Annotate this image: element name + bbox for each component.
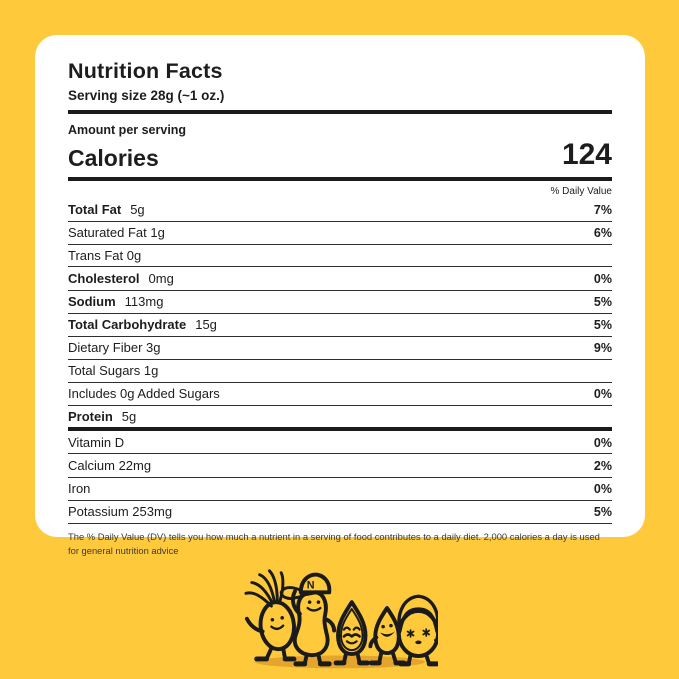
nutrient-row: Total Fat 5g 7% [68,199,612,222]
nutrition-label-card: Nutrition Facts Serving size 28g (~1 oz.… [35,35,645,556]
nutrient-dv: 5% [593,318,612,333]
mascots-illustration: N [244,569,438,669]
cap-letter: N [307,579,315,591]
nutrient-amount: 0mg [148,270,174,286]
nutrient-dv: 5% [593,295,612,310]
nutrient-name: Trans Fat 0g [68,248,142,264]
nutrient-dv: 0% [593,387,612,402]
nutrient-row: Sodium 113mg 5% [68,291,612,314]
nutrient-row: Trans Fat 0g [68,245,612,268]
nutrient-name: Total Fat [68,202,122,218]
nutrient-row: Iron 0% [68,478,612,501]
nutrient-name: Iron [68,481,91,497]
daily-value-header: % Daily Value [550,185,612,197]
serving-size: Serving size 28g (~1 oz.) [68,87,225,103]
hazelnut-character [396,594,438,667]
nutrient-name: Saturated Fat 1g [68,225,165,241]
nutrient-dv: 0% [593,435,612,450]
thick-divider [68,176,612,181]
thick-divider [68,109,612,114]
nutrient-amount: 15g [195,317,217,333]
nutrient-name: Total Sugars 1g [68,363,159,379]
calories-label: Calories [68,144,159,171]
nutrient-row: Includes 0g Added Sugars 0% [68,383,612,406]
nutrient-dv: 6% [593,226,612,241]
nutrient-dv: 5% [593,505,612,520]
nutrient-name: Potassium 253mg [68,504,173,520]
nutrient-row: Cholesterol 0mg 0% [68,267,612,291]
calories-row: Calories 124 [68,137,612,171]
nutrient-name: Sodium [68,294,116,310]
nutrient-name: Protein [68,409,113,425]
nutrient-dv: 0% [593,482,612,497]
nutrient-row: Protein 5g [68,406,612,428]
daily-value-footnote: The % Daily Value (DV) tells you how muc… [68,530,600,556]
nutrient-name: Dietary Fiber 3g [68,340,161,356]
nutrient-amount: 5g [121,409,137,425]
nutrient-row: Total Sugars 1g [68,360,612,383]
nutrient-row: Calcium 22mg 2% [68,454,612,478]
droplet-mustache-character [333,600,370,666]
nutrient-row: Potassium 253mg 5% [68,501,612,524]
nutrient-name: Calcium 22mg [68,457,152,473]
nutrient-dv: 7% [593,203,612,218]
nutrient-name: Vitamin D [68,434,125,450]
nutrient-dv: 0% [593,271,612,286]
thick-divider [68,427,612,432]
amount-per-serving: Amount per serving [68,122,187,137]
nutrient-name: Total Carbohydrate [68,317,187,333]
nutrient-name: Cholesterol [68,270,140,286]
nutrient-row: Total Carbohydrate 15g 5% [68,314,612,337]
nutrient-dv: 9% [593,341,612,356]
nutrient-dv: 2% [593,458,612,473]
nutrient-row: Saturated Fat 1g 6% [68,222,612,245]
nutrition-facts-title: Nutrition Facts [68,59,223,83]
calories-value: 124 [561,137,612,171]
nutrient-amount: 113mg [124,294,164,310]
seed-character [244,569,297,662]
nutrient-row: Dietary Fiber 3g 9% [68,337,612,360]
nutrient-amount: 5g [130,202,145,218]
nutrient-row: Vitamin D 0% [68,431,612,455]
nutrient-name: Includes 0g Added Sugars [68,386,220,402]
peanut-character: N [279,572,337,667]
